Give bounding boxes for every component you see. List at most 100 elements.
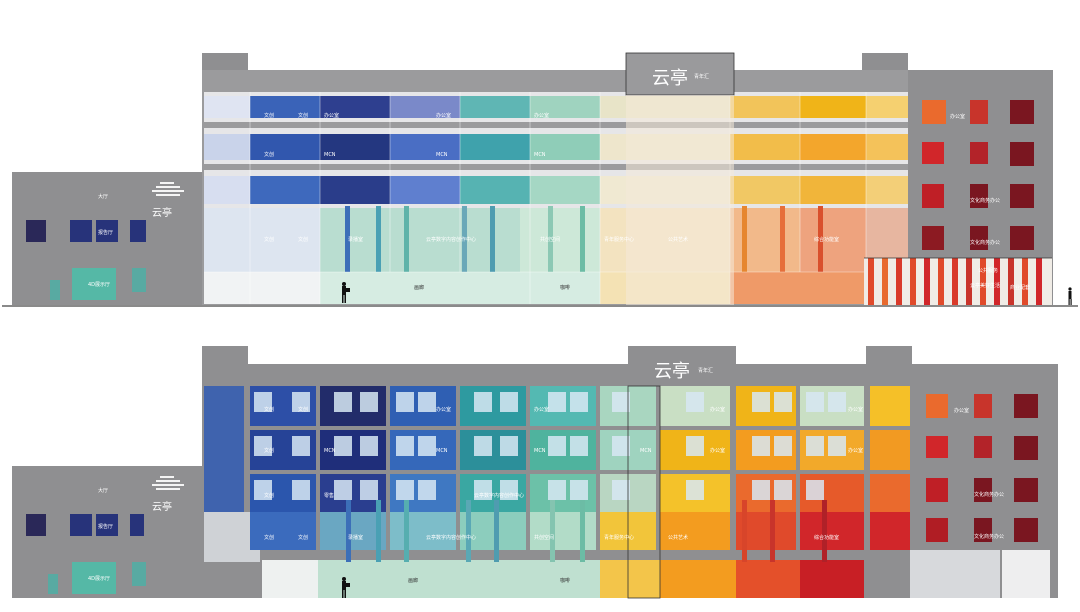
window-annex bbox=[96, 220, 118, 242]
label-office: 办公室 bbox=[950, 113, 965, 120]
label-mcn: MCN bbox=[324, 152, 336, 158]
label-4d-hall: 4D展示厅 bbox=[88, 576, 110, 582]
sign-box-bottom bbox=[628, 346, 736, 366]
label-youth-service: 青年服务中心 bbox=[604, 236, 634, 243]
label-multi-room: 综合功能室 bbox=[814, 236, 839, 243]
door-annex bbox=[132, 562, 146, 586]
label-culture: 文创 bbox=[264, 236, 274, 243]
louvers-top bbox=[204, 92, 908, 208]
label-culture: 文创 bbox=[298, 534, 308, 541]
podium-colors-top bbox=[204, 208, 908, 304]
label-lobby: 大厅 bbox=[98, 487, 108, 494]
label-office: 办公室 bbox=[534, 112, 549, 119]
label-mcn: MCN bbox=[534, 152, 546, 158]
label-culture-office: 文化商务办公 bbox=[974, 533, 1004, 540]
door-annex bbox=[132, 268, 146, 292]
label-multi-room: 综合功能室 bbox=[814, 534, 839, 541]
window-annex bbox=[130, 514, 144, 536]
label-culture: 文创 bbox=[298, 112, 308, 119]
person-figure-icon bbox=[342, 282, 350, 303]
label-culture: 文创 bbox=[264, 151, 274, 158]
label-retail: 零售 bbox=[324, 492, 334, 499]
label-office: 办公室 bbox=[436, 112, 451, 119]
door-annex bbox=[48, 574, 58, 594]
parapet bbox=[202, 346, 248, 366]
parapet bbox=[866, 346, 912, 366]
label-mcn: MCN bbox=[324, 448, 336, 454]
tower-windows-bottom bbox=[926, 394, 1038, 542]
bottom-elevation: 大厅 报告厅 4D展示厅 云亭 云亭 青年汇 bbox=[12, 346, 1058, 599]
fins-top bbox=[345, 206, 823, 272]
label-report-hall: 报告厅 bbox=[98, 523, 113, 530]
label-youth-service: 青年服务中心 bbox=[604, 534, 634, 541]
label-cloud-fine: 云亭美好生活 bbox=[970, 282, 1000, 289]
logo-annex-bottom: 云亭 bbox=[152, 500, 172, 513]
door-annex bbox=[50, 280, 60, 300]
label-gallery: 画廊 bbox=[414, 284, 424, 291]
striped-base-top bbox=[864, 257, 1052, 305]
label-office: 办公室 bbox=[710, 447, 725, 454]
hall-4d-block bbox=[72, 562, 116, 594]
label-coffee: 咖啡 bbox=[560, 284, 570, 291]
facade-bands-top bbox=[204, 96, 908, 204]
label-mcn: MCN bbox=[436, 448, 448, 454]
label-culture-office: 文化商务办公 bbox=[970, 239, 1000, 246]
label-public-art: 公共艺术 bbox=[668, 534, 688, 541]
label-office: 办公室 bbox=[848, 406, 863, 413]
label-culture-office: 文化商务办公 bbox=[974, 491, 1004, 498]
label-culture-office: 文化商务办公 bbox=[970, 197, 1000, 204]
label-office: 办公室 bbox=[534, 406, 549, 413]
fins-bottom bbox=[346, 500, 827, 562]
label-culture: 文创 bbox=[264, 406, 274, 413]
person-figure-icon bbox=[342, 577, 350, 598]
tower-windows-top bbox=[922, 100, 1034, 250]
window-annex bbox=[70, 514, 92, 536]
parapet bbox=[862, 53, 908, 73]
label-co-creation: 共创空间 bbox=[540, 236, 560, 243]
stair-tower-top bbox=[626, 95, 734, 305]
parapet bbox=[202, 53, 248, 73]
label-report-hall: 报告厅 bbox=[98, 229, 113, 236]
window-annex bbox=[70, 220, 92, 242]
label-office: 办公室 bbox=[848, 447, 863, 454]
label-cloud-content: 云亭数字内容创作中心 bbox=[426, 236, 476, 243]
window-panes-bottom bbox=[254, 392, 846, 500]
logo-subtitle-top: 青年汇 bbox=[694, 73, 709, 80]
label-public-services: 公共服务 bbox=[978, 267, 998, 274]
label-culture: 文创 bbox=[298, 406, 308, 413]
cloud-logo-icon bbox=[152, 182, 184, 196]
stair-tower-bottom bbox=[627, 385, 661, 599]
label-co-creation: 共创空间 bbox=[534, 534, 554, 541]
label-office: 办公室 bbox=[710, 406, 725, 413]
label-culture: 文创 bbox=[264, 447, 274, 454]
top-elevation: 大厅 报告厅 4D展示厅 云亭 bbox=[2, 52, 1078, 307]
label-cloud-content: 云亭数字内容创作中心 bbox=[426, 534, 476, 541]
hall-4d-block bbox=[72, 268, 116, 300]
window-annex bbox=[96, 514, 118, 536]
label-mcn: MCN bbox=[436, 152, 448, 158]
label-culture: 文创 bbox=[264, 492, 274, 499]
logo-annex-top: 云亭 bbox=[152, 206, 172, 219]
cloud-logo-icon bbox=[152, 476, 184, 490]
label-office: 办公室 bbox=[954, 407, 969, 414]
label-coffee: 咖啡 bbox=[560, 577, 570, 584]
label-mcn: MCN bbox=[534, 448, 546, 454]
label-studio: 录播室 bbox=[348, 534, 363, 541]
window-annex bbox=[130, 220, 146, 242]
window-annex bbox=[26, 514, 46, 536]
logo-sign-top: 云亭 bbox=[652, 68, 688, 89]
label-lobby: 大厅 bbox=[98, 193, 108, 200]
logo-subtitle-bottom: 青年汇 bbox=[698, 367, 713, 374]
window-annex bbox=[26, 220, 46, 242]
label-commerce: 商业配套 bbox=[1010, 284, 1030, 291]
label-4d-hall: 4D展示厅 bbox=[88, 282, 110, 288]
person-figure-icon bbox=[1068, 287, 1072, 305]
label-office: 办公室 bbox=[436, 406, 451, 413]
label-public-art: 公共艺术 bbox=[668, 236, 688, 243]
label-studio: 录播室 bbox=[348, 236, 363, 243]
sign-box-top bbox=[625, 52, 735, 96]
label-cloud-content: 云亭数字内容创作中心 bbox=[474, 492, 524, 499]
label-gallery: 画廊 bbox=[408, 577, 418, 584]
label-office: 办公室 bbox=[324, 112, 339, 119]
